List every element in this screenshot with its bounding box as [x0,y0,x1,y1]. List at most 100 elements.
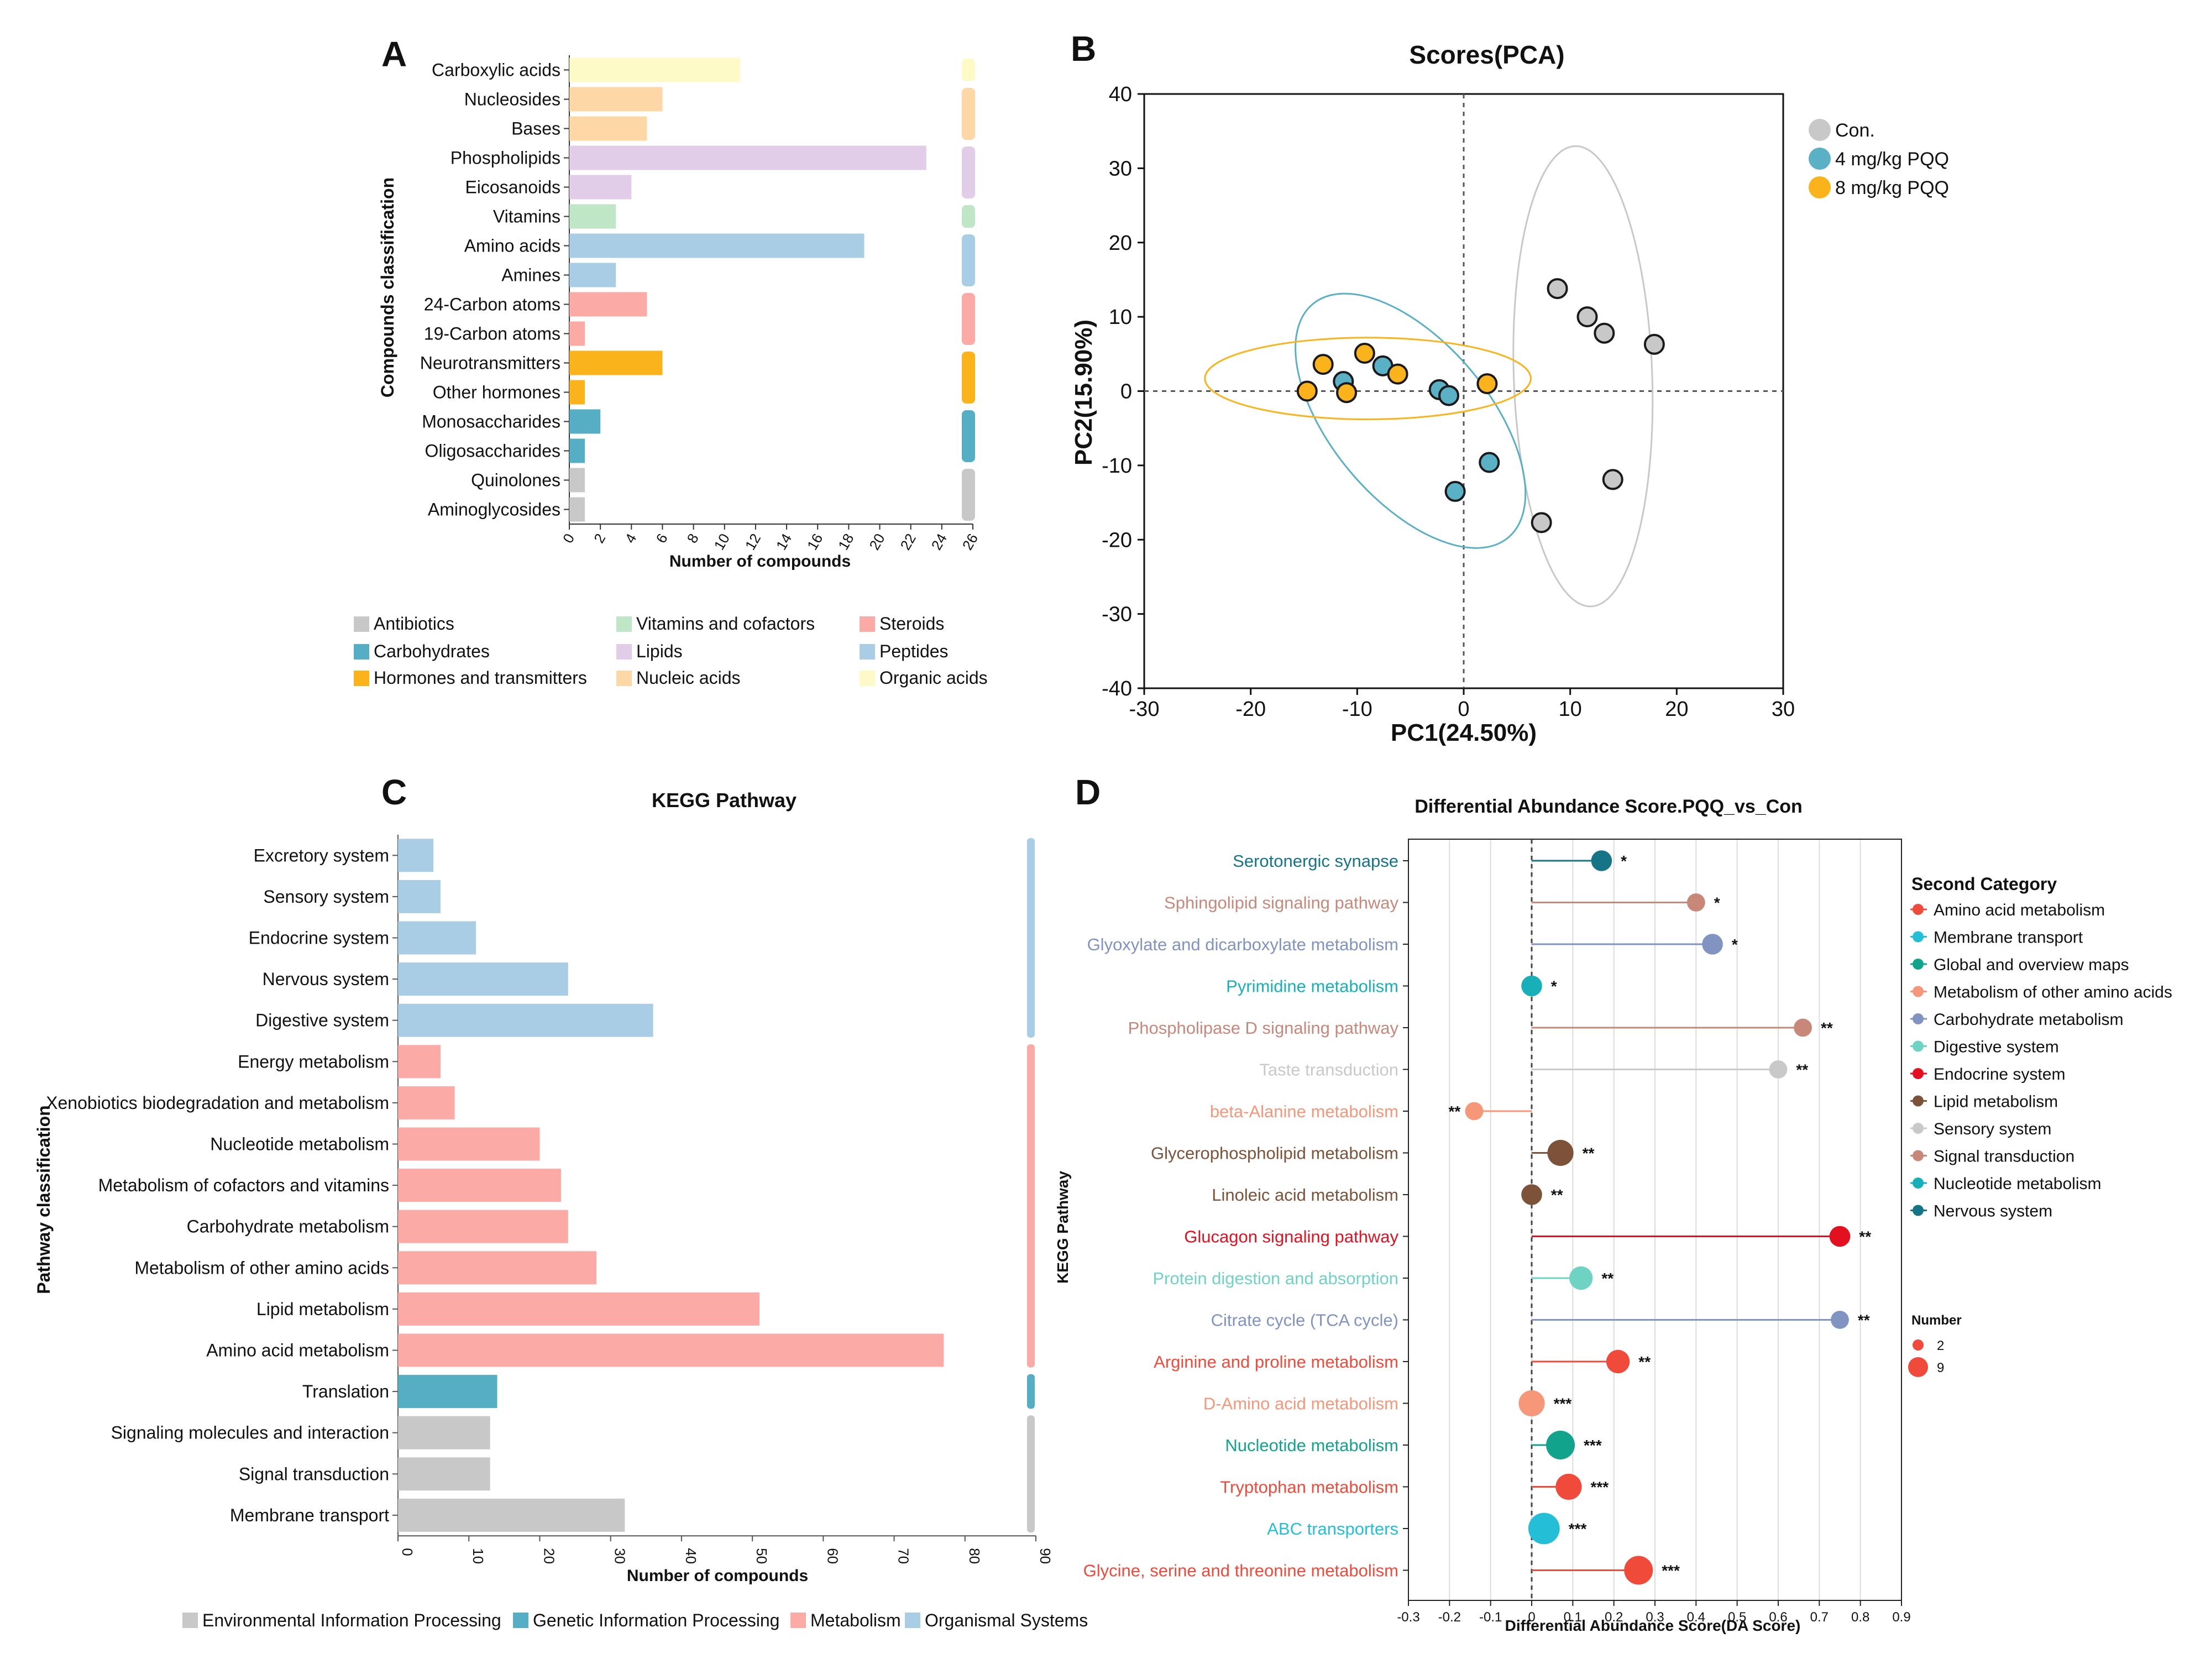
x-tick-label: -0.3 [1397,1610,1419,1625]
category-label: Monosaccharides [422,412,560,432]
category-label: Metabolism of other amino acids [134,1258,389,1278]
x-tick-label: 50 [753,1548,770,1564]
point-pqq8-3 [1296,380,1318,402]
panel-a: A Carboxylic acids Nucleosides Bases Phospho… [354,34,988,688]
x-axis-title: Differential Abundance Score(DA Score) [1505,1617,1801,1634]
row-label-0: Serotonergic synapse [1233,851,1398,871]
y-tick-label: 30 [1109,157,1132,180]
legend-label: Metabolism of other amino acids [1934,983,2172,1002]
lollipop-point-2 [1702,934,1723,955]
x-tick-label: 18 [835,531,857,553]
panel-letter-b: B [1071,29,1096,69]
y-tick-label: 0 [1120,380,1132,404]
category-label: Lipid metabolism [256,1299,389,1319]
lollipop-point-16 [1528,1512,1560,1545]
bar-9 [569,321,585,346]
size-legend-label: 2 [1937,1338,1944,1353]
y-tick-label: -40 [1102,677,1132,700]
x-tick-label: 6 [652,531,670,546]
row-label-14: Nucleotide metabolism [1225,1436,1398,1455]
category-label: Eicosanoids [465,177,560,197]
bar-12 [398,1333,944,1367]
legend-label-met: Metabolism [810,1610,901,1630]
group-strip [1027,1415,1035,1533]
row-label-7: Glycerophospholipid metabolism [1151,1144,1398,1163]
legend-label: Endocrine system [1934,1065,2065,1084]
significance-mark-3: * [1551,978,1557,995]
legend-label-antibiotics: Antibiotics [374,614,454,634]
group-strip [962,205,975,228]
legend-label-env: Environmental Information Processing [202,1610,501,1630]
bar-12 [569,409,601,434]
point-con-0 [1547,278,1568,300]
x-tick-label: 0 [1458,698,1469,721]
legend-swatch-lipids [616,644,632,660]
x-tick-label: 2 [590,531,609,546]
category-label: Carboxylic acids [432,60,560,80]
size-legend-label: 9 [1937,1360,1944,1375]
bar-13 [398,1375,497,1409]
significance-mark-5: ** [1796,1061,1808,1079]
ellipse-con [1512,145,1654,608]
y-axis-title: PC2(15.90%) [1070,320,1097,465]
point-pqq8-5 [1476,373,1498,395]
legend-swatch-env [182,1613,198,1628]
bar-15 [569,497,585,522]
bar-6 [398,1086,455,1119]
legend-label: Digestive system [1934,1038,2059,1056]
x-tick-label: 26 [959,531,981,553]
x-tick-label: 0.9 [1892,1610,1910,1625]
category-label: Digestive system [255,1011,389,1030]
bar-6 [569,233,865,258]
row-label-16: ABC transporters [1267,1519,1398,1538]
group-strip [1027,838,1035,1038]
point-con-4 [1602,469,1623,490]
x-tick-label: 10 [1559,698,1582,721]
lollipop-point-17 [1624,1556,1653,1585]
x-axis-title: Number of compounds [627,1567,808,1585]
x-tick-label: -20 [1235,698,1266,721]
legend-marker [1913,959,1924,970]
panel-c: C KEGG Pathway Excretory system Sensory sys… [34,772,1088,1630]
legend-label: Lipid metabolism [1934,1093,2058,1111]
lollipop-point-4 [1794,1018,1812,1037]
x-tick-label: 20 [1665,698,1688,721]
row-label-1: Sphingolipid signaling pathway [1164,893,1398,913]
bar-5 [569,204,616,229]
significance-mark-9: ** [1859,1228,1871,1245]
x-tick-label: 20 [866,531,888,553]
bar-15 [398,1457,490,1491]
x-axis-title: Number of compounds [669,552,851,571]
side-axis-label: KEGG Pathway [1054,1171,1071,1284]
bar-11 [398,1292,759,1326]
x-tick-label: 0.3 [1646,1610,1664,1625]
lollipop-point-13 [1518,1390,1545,1417]
category-label: Energy metabolism [238,1051,389,1071]
x-tick-label: 30 [1772,698,1795,721]
row-label-17: Glycine, serine and threonine metabolism [1083,1561,1398,1580]
bar-11 [569,380,585,405]
x-tick-label: 20 [541,1548,557,1564]
legend-label: Nervous system [1934,1202,2052,1221]
x-tick-label: 10 [470,1548,486,1564]
legend-label-hormones: Hormones and transmitters [374,668,587,688]
x-tick-label: 22 [897,531,919,553]
lollipop-point-10 [1569,1266,1593,1290]
legend-label: Amino acid metabolism [1934,901,2105,919]
category-label: Signaling molecules and interaction [111,1423,389,1443]
legend-marker [1913,1095,1924,1107]
bar-2 [569,116,647,141]
legend-label-lipids: Lipids [636,641,683,661]
bar-10 [398,1251,597,1285]
bar-14 [569,468,585,493]
category-label: Nucleotide metabolism [210,1134,389,1154]
x-tick-label: 30 [612,1548,628,1564]
significance-mark-13: *** [1554,1395,1572,1412]
category-label: Amino acid metabolism [206,1341,389,1360]
legend-label-peptides: Peptides [879,641,949,661]
significance-mark-12: ** [1638,1353,1651,1370]
legend-marker [1913,1068,1924,1079]
size-legend-marker [1913,1339,1924,1351]
size-legend-marker [1908,1357,1928,1377]
x-tick-label: 8 [684,531,702,546]
